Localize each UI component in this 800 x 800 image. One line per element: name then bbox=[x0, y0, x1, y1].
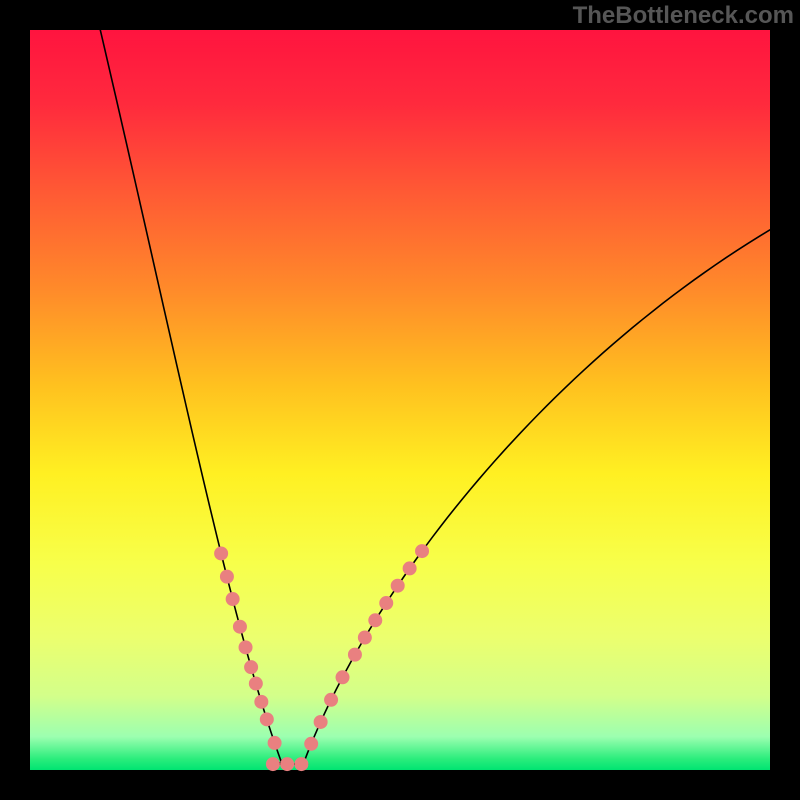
curve-marker bbox=[245, 661, 258, 674]
curve-marker bbox=[416, 545, 429, 558]
curve-marker bbox=[403, 562, 416, 575]
curve-marker bbox=[260, 713, 273, 726]
curve-marker bbox=[215, 547, 228, 560]
curve-marker bbox=[266, 758, 279, 771]
curve-marker bbox=[305, 737, 318, 750]
curve-marker bbox=[391, 579, 404, 592]
curve-marker bbox=[358, 631, 371, 644]
curve-marker bbox=[249, 677, 262, 690]
watermark-text: TheBottleneck.com bbox=[573, 2, 794, 30]
curve-marker bbox=[239, 641, 252, 654]
curve-marker bbox=[369, 614, 382, 627]
bottleneck-chart bbox=[0, 0, 800, 800]
curve-marker bbox=[220, 570, 233, 583]
curve-marker bbox=[336, 671, 349, 684]
curve-marker bbox=[281, 758, 294, 771]
chart-frame: TheBottleneck.com bbox=[0, 0, 800, 800]
curve-marker bbox=[233, 620, 246, 633]
curve-marker bbox=[226, 593, 239, 606]
curve-marker bbox=[295, 758, 308, 771]
curve-marker bbox=[348, 648, 361, 661]
curve-marker bbox=[268, 736, 281, 749]
plot-background bbox=[30, 30, 770, 770]
curve-marker bbox=[314, 715, 327, 728]
curve-marker bbox=[380, 597, 393, 610]
curve-marker bbox=[325, 693, 338, 706]
curve-marker bbox=[255, 695, 268, 708]
